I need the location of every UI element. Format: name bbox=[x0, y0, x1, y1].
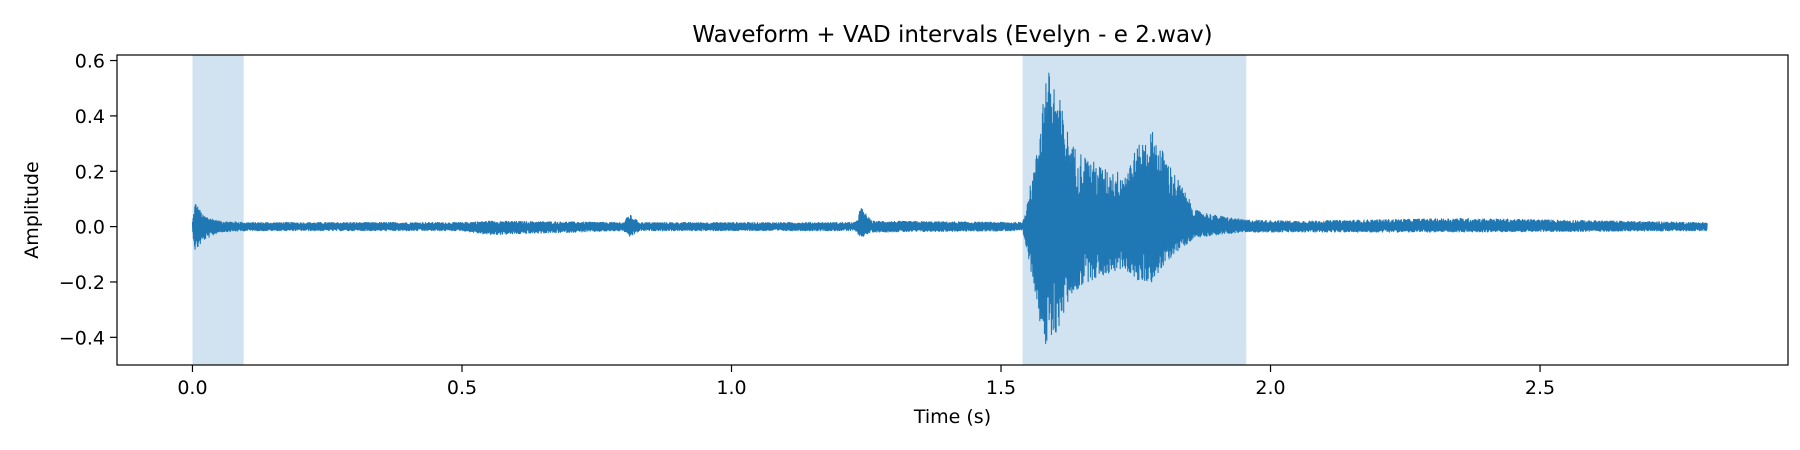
y-tick-label: 0.0 bbox=[75, 217, 105, 239]
waveform-line bbox=[191, 72, 1708, 344]
x-tick-label: 2.5 bbox=[1525, 377, 1555, 399]
waveform-layer bbox=[191, 72, 1708, 344]
x-tick-label: 1.0 bbox=[716, 377, 746, 399]
y-tick-label: 0.4 bbox=[75, 106, 105, 128]
y-tick-label: −0.2 bbox=[59, 272, 105, 294]
y-axis-ticks: 0.6 0.4 0.2 0.0 −0.2 −0.4 bbox=[59, 51, 117, 349]
x-tick-label: 1.5 bbox=[986, 377, 1016, 399]
x-tick-label: 2.0 bbox=[1255, 377, 1285, 399]
x-axis-title: Time (s) bbox=[913, 406, 991, 428]
plot-frame bbox=[116, 54, 1789, 366]
vad-interval-1 bbox=[192, 55, 244, 365]
x-tick-label: 0.5 bbox=[447, 377, 477, 399]
y-tick-label: 0.2 bbox=[75, 161, 105, 183]
y-axis-title: Amplitude bbox=[21, 161, 43, 258]
y-tick-label: −0.4 bbox=[59, 327, 105, 349]
x-tick-label: 0.0 bbox=[177, 377, 207, 399]
y-tick-label: 0.6 bbox=[75, 51, 105, 73]
chart-title: Waveform + VAD intervals (Evelyn - e 2.w… bbox=[692, 22, 1212, 48]
x-axis-ticks: 0.0 0.5 1.0 1.5 2.0 2.5 bbox=[177, 365, 1555, 399]
